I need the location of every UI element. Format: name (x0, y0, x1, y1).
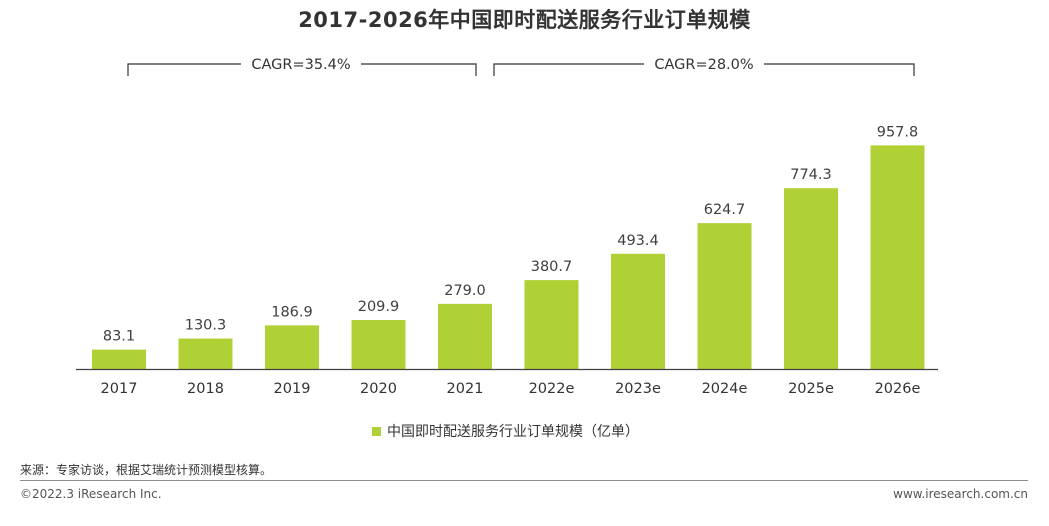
x-tick-label: 2017 (101, 381, 138, 397)
bar (524, 280, 579, 369)
x-tick-label: 2020 (360, 381, 397, 397)
data-label: 493.4 (617, 233, 659, 249)
data-label: 774.3 (790, 167, 832, 183)
cagr-label: CAGR=35.4% (251, 57, 350, 73)
website-link[interactable]: www.iresearch.com.cn (893, 487, 1028, 501)
legend-label: 中国即时配送服务行业订单规模（亿单） (387, 424, 639, 440)
bar (438, 303, 492, 369)
x-tick-label: 2022e (529, 381, 575, 397)
bar-chart: 83.1 2017 130.3 2018 186.9 2019 209.9 2020 279.0… (76, 57, 938, 397)
x-tick-label: 2025e (788, 381, 834, 397)
x-tick-label: 2019 (274, 381, 311, 397)
bar (92, 349, 146, 369)
data-label: 130.3 (185, 318, 227, 334)
x-tick-label: 2024e (702, 381, 748, 397)
data-label: 83.1 (103, 329, 135, 345)
x-tick-label: 2018 (187, 381, 224, 397)
data-label: 380.7 (531, 259, 573, 275)
x-tick-label: 2023e (615, 381, 661, 397)
data-label: 624.7 (704, 202, 746, 218)
cagr-label: CAGR=28.0% (654, 57, 753, 73)
copyright: ©2022.3 iResearch Inc. (20, 487, 162, 501)
legend-swatch (372, 426, 381, 436)
footer-divider (20, 480, 1028, 481)
bar (265, 325, 319, 369)
bar (870, 145, 925, 369)
bar (611, 253, 665, 369)
cagr-bracket (493, 63, 915, 76)
data-label: 279.0 (444, 283, 486, 299)
bar (784, 188, 838, 369)
x-tick-label: 2026e (875, 381, 921, 397)
data-label: 957.8 (877, 124, 919, 140)
data-label: 209.9 (358, 299, 400, 315)
data-label: 186.9 (271, 304, 313, 320)
source-note: 来源：专家访谈，根据艾瑞统计预测模型核算。 (20, 463, 273, 477)
bar (351, 319, 406, 369)
cagr-bracket (127, 63, 477, 76)
legend: 中国即时配送服务行业订单规模（亿单） (372, 420, 639, 442)
bar (178, 338, 233, 369)
x-tick-label: 2021 (447, 381, 484, 397)
chart-title: 2017-2026年中国即时配送服务行业订单规模 (298, 8, 751, 32)
bar (697, 223, 752, 369)
